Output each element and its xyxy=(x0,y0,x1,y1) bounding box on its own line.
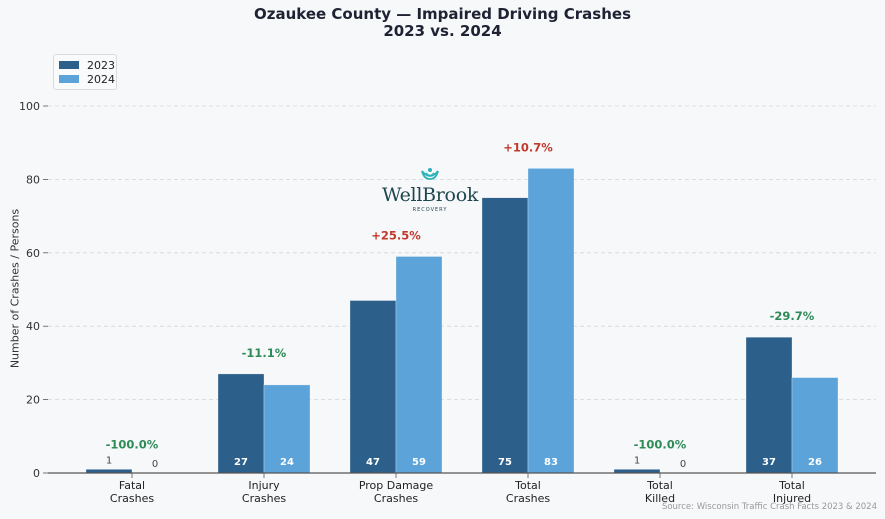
source-note: Source: Wisconsin Traffic Crash Facts 20… xyxy=(661,502,877,512)
bar-value-label: 75 xyxy=(498,457,512,468)
legend: 2023 2024 xyxy=(53,54,117,90)
pct-change-label: -100.0% xyxy=(106,437,159,451)
x-tick-label: Killed xyxy=(645,492,675,505)
x-tick-label: Injured xyxy=(773,492,811,505)
chart-subtitle: 2023 vs. 2024 xyxy=(383,22,502,40)
pct-change-label: -11.1% xyxy=(242,346,287,360)
x-tick-label: Injury xyxy=(248,479,280,492)
x-tick-label: Crashes xyxy=(110,492,154,505)
bar-2024 xyxy=(395,256,443,474)
bar-value-label: 1 xyxy=(106,455,112,466)
legend-swatch-2024 xyxy=(59,75,79,83)
pct-change-label: -29.7% xyxy=(770,309,815,323)
bar-2023 xyxy=(349,300,397,474)
bar-value-label: 0 xyxy=(680,459,686,470)
y-tick-label: 100 xyxy=(19,100,40,113)
bar-value-label: 0 xyxy=(152,459,158,470)
x-tick-label: Crashes xyxy=(506,492,550,505)
bar-value-label: 47 xyxy=(366,457,380,468)
x-tick-label: Prop Damage xyxy=(359,479,434,492)
bar-value-label: 37 xyxy=(762,457,776,468)
y-tick-label: 0 xyxy=(33,467,40,480)
pct-change-label: +25.5% xyxy=(371,228,421,242)
pct-change-label: +10.7% xyxy=(503,140,553,154)
bar-2023 xyxy=(481,197,529,474)
logo-tagline: RECOVERY xyxy=(412,207,448,213)
wellbrook-logo: WellBrook RECOVERY xyxy=(376,166,484,213)
x-tick-label: Total xyxy=(646,479,673,492)
lotus-icon xyxy=(421,168,439,180)
legend-label-2024: 2024 xyxy=(87,73,115,86)
bar-2023 xyxy=(217,373,265,474)
x-tick-label: Fatal xyxy=(119,479,145,492)
bar-2024 xyxy=(263,384,311,474)
bar-2024 xyxy=(527,168,575,474)
x-tick-label: Crashes xyxy=(242,492,286,505)
legend-label-2023: 2023 xyxy=(87,59,115,72)
bar-2023 xyxy=(745,336,793,474)
legend-swatch-2023 xyxy=(59,61,79,69)
y-tick-label: 40 xyxy=(26,320,40,333)
x-tick-label: Total xyxy=(778,479,805,492)
bar-value-label: 26 xyxy=(808,457,822,468)
bar-value-label: 27 xyxy=(234,457,248,468)
bar-value-label: 59 xyxy=(412,457,426,468)
bar-value-label: 83 xyxy=(544,457,558,468)
bar-2024 xyxy=(791,377,839,474)
bar-value-label: 1 xyxy=(634,455,640,466)
bar-value-label: 24 xyxy=(280,457,294,468)
x-tick-label: Crashes xyxy=(374,492,418,505)
pct-change-label: -100.0% xyxy=(634,437,687,451)
chart-title: Ozaukee County — Impaired Driving Crashe… xyxy=(253,5,631,23)
y-tick-label: 20 xyxy=(26,394,40,407)
y-tick-label: 80 xyxy=(26,173,40,186)
y-tick-label: 60 xyxy=(26,247,40,260)
y-axis-label: Number of Crashes / Persons xyxy=(8,208,22,369)
logo-name: WellBrook xyxy=(381,184,479,206)
x-tick-label: Total xyxy=(514,479,541,492)
